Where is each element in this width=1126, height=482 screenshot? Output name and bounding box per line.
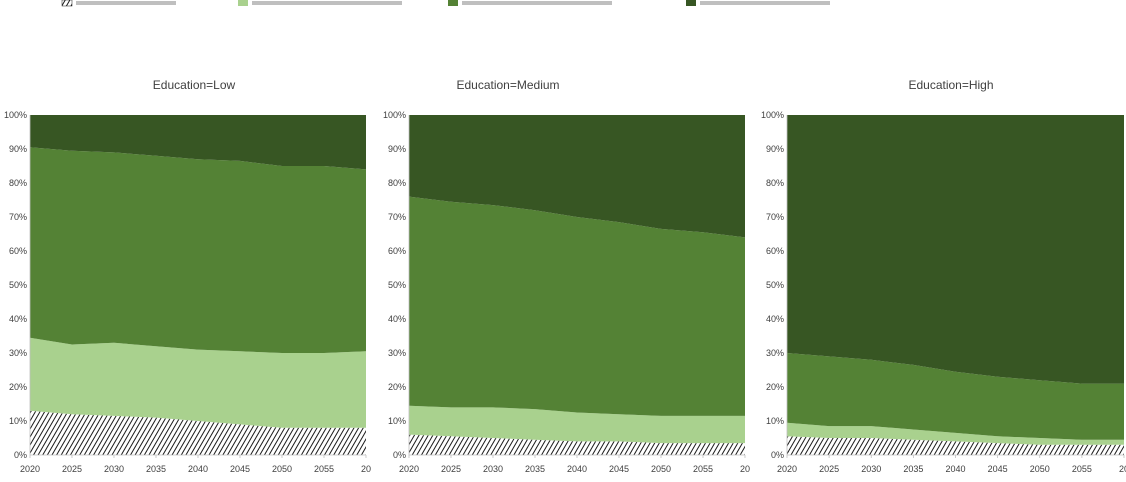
x-tick-label: 2020 <box>20 464 40 474</box>
legend-swatch-2 <box>448 0 458 6</box>
x-tick-label: 20 <box>361 464 371 474</box>
panel-2: Education=High 0% 10% 20% 30% 40% 50% 60% 70% 80%… <box>761 78 1126 474</box>
y-tick-label: 20% <box>766 382 784 392</box>
x-tick-label: 2035 <box>146 464 166 474</box>
y-tick-label: 60% <box>9 246 27 256</box>
legend-swatch-0 <box>61 0 73 7</box>
y-tick-label: 40% <box>9 314 27 324</box>
x-tick-label: 2035 <box>525 464 545 474</box>
panel-title: Education=High <box>908 78 993 92</box>
area-series-2 <box>787 353 1124 440</box>
x-tick-label: 2045 <box>609 464 629 474</box>
y-tick-label: 50% <box>388 280 406 290</box>
y-tick-label: 70% <box>9 212 27 222</box>
x-tick-label: 20 <box>740 464 750 474</box>
y-tick-label: 10% <box>766 416 784 426</box>
y-tick-label: 0% <box>771 450 784 460</box>
panel-1: Education=Medium 0% 10% 20% 30% 40% 50% 60% 70% 8… <box>383 78 750 474</box>
y-tick-label: 50% <box>9 280 27 290</box>
panel-title: Education=Low <box>153 78 236 92</box>
legend <box>61 0 830 7</box>
x-tick-label: 2050 <box>1030 464 1050 474</box>
x-tick-label: 2030 <box>104 464 124 474</box>
legend-label-2 <box>462 1 612 5</box>
area-series-2 <box>409 196 745 416</box>
y-tick-label: 70% <box>766 212 784 222</box>
y-tick-label: 0% <box>393 450 406 460</box>
y-tick-label: 80% <box>9 178 27 188</box>
y-tick-label: 50% <box>766 280 784 290</box>
x-tick-label: 2045 <box>230 464 250 474</box>
y-tick-label: 90% <box>9 144 27 154</box>
y-tick-label: 80% <box>766 178 784 188</box>
y-tick-label: 70% <box>388 212 406 222</box>
y-tick-label: 40% <box>766 314 784 324</box>
panel-0: Education=Low 0% 10% 20% 30% 40% 50% 60% 70% 80% 9… <box>4 78 371 474</box>
legend-label-3 <box>700 1 830 5</box>
panel-title: Education=Medium <box>456 78 559 92</box>
y-tick-label: 90% <box>388 144 406 154</box>
x-tick-label: 2040 <box>945 464 965 474</box>
x-tick-label: 2025 <box>441 464 461 474</box>
x-tick-label: 2050 <box>651 464 671 474</box>
x-tick-label: 2030 <box>483 464 503 474</box>
y-tick-label: 100% <box>761 110 784 120</box>
y-tick-label: 60% <box>766 246 784 256</box>
y-tick-label: 0% <box>14 450 27 460</box>
area-series-2 <box>30 147 366 353</box>
y-tick-label: 30% <box>9 348 27 358</box>
area-series-0 <box>787 436 1124 455</box>
y-tick-label: 100% <box>383 110 406 120</box>
y-tick-label: 90% <box>766 144 784 154</box>
x-tick-label: 2055 <box>693 464 713 474</box>
x-tick-label: 2055 <box>314 464 334 474</box>
area-series-3 <box>409 115 745 238</box>
x-tick-label: 2025 <box>819 464 839 474</box>
y-tick-label: 20% <box>9 382 27 392</box>
area-series-3 <box>787 115 1124 384</box>
x-tick-label: 20 <box>1119 464 1126 474</box>
y-tick-label: 60% <box>388 246 406 256</box>
x-tick-label: 2040 <box>567 464 587 474</box>
area-series-0 <box>30 410 366 455</box>
legend-swatch-3 <box>686 0 696 6</box>
x-tick-label: 2050 <box>272 464 292 474</box>
area-series-1 <box>787 422 1124 445</box>
y-tick-label: 10% <box>388 416 406 426</box>
y-tick-label: 100% <box>4 110 27 120</box>
x-tick-label: 2055 <box>1072 464 1092 474</box>
x-tick-label: 2020 <box>777 464 797 474</box>
y-tick-label: 40% <box>388 314 406 324</box>
y-tick-label: 30% <box>388 348 406 358</box>
area-series-1 <box>409 405 745 444</box>
area-series-1 <box>30 337 366 428</box>
legend-swatch-1 <box>238 0 248 6</box>
x-tick-label: 2030 <box>861 464 881 474</box>
legend-label-0 <box>76 1 176 5</box>
area-series-3 <box>30 115 366 170</box>
legend-label-1 <box>252 1 402 5</box>
x-tick-label: 2040 <box>188 464 208 474</box>
y-tick-label: 10% <box>9 416 27 426</box>
x-tick-label: 2045 <box>988 464 1008 474</box>
y-tick-label: 80% <box>388 178 406 188</box>
y-tick-label: 30% <box>766 348 784 358</box>
y-tick-label: 20% <box>388 382 406 392</box>
x-tick-label: 2020 <box>399 464 419 474</box>
x-tick-label: 2025 <box>62 464 82 474</box>
x-tick-label: 2035 <box>903 464 923 474</box>
area-series-0 <box>409 434 745 455</box>
